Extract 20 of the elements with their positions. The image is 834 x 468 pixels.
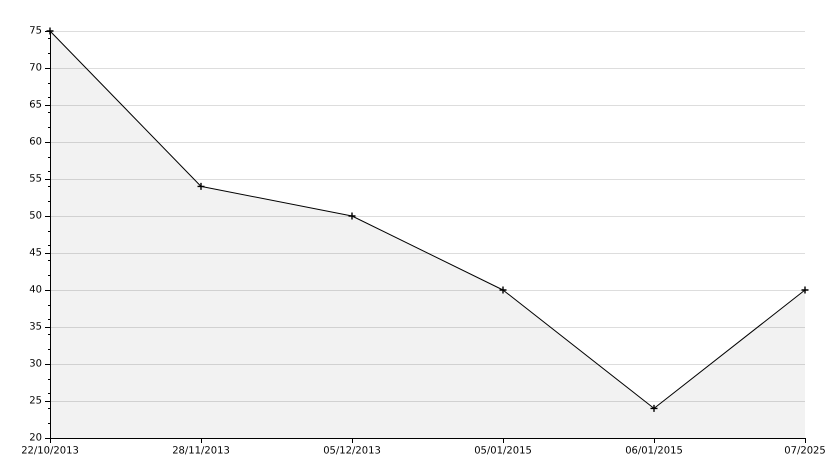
x-tick-label: 07/2025 [784, 446, 826, 456]
x-tick-label: 05/12/2013 [323, 446, 381, 456]
x-tick-label: 05/01/2015 [474, 446, 532, 456]
y-tick-label: 25 [29, 396, 42, 406]
y-tick-label: 50 [29, 210, 42, 222]
x-tick-label: 28/11/2013 [172, 446, 230, 456]
x-tick-label: 22/10/2013 [21, 446, 79, 456]
point [650, 404, 658, 412]
y-tick-label: 75 [29, 26, 42, 36]
y-tick-label: 70 [29, 62, 42, 74]
point [198, 182, 204, 190]
y-tick-label: 55 [29, 174, 42, 184]
y-tick-label: 40 [29, 284, 42, 296]
y-tick-label: 30 [29, 358, 42, 370]
y-tick-label: 60 [29, 136, 42, 148]
y-tick-label: 65 [29, 100, 42, 110]
x-tick-label: 06/01/2015 [625, 446, 683, 456]
y-tick-label: 45 [29, 248, 42, 258]
y-tick-label: 35 [29, 322, 42, 332]
y-tick-label: 20 [29, 432, 42, 444]
